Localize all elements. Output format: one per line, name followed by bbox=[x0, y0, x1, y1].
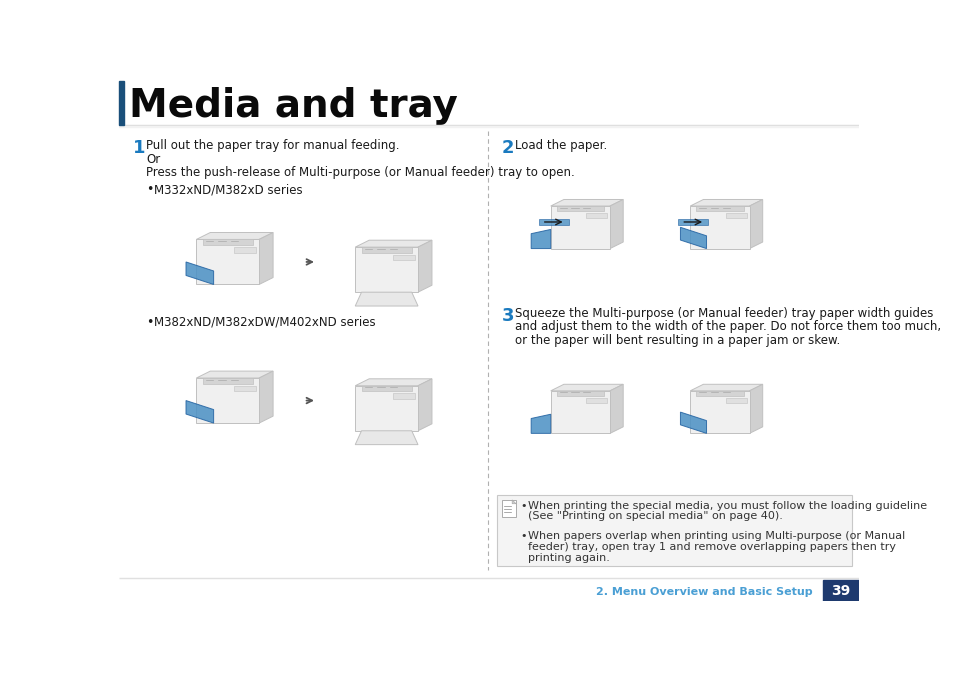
Polygon shape bbox=[550, 200, 622, 206]
Text: When printing the special media, you must follow the loading guideline: When printing the special media, you mus… bbox=[528, 501, 926, 511]
Bar bbox=[696, 391, 742, 396]
Bar bbox=[393, 394, 415, 399]
Bar bbox=[822, 580, 858, 601]
Polygon shape bbox=[531, 414, 550, 433]
Polygon shape bbox=[531, 230, 550, 248]
Text: or the paper will bent resulting in a paper jam or skew.: or the paper will bent resulting in a pa… bbox=[515, 334, 840, 348]
Polygon shape bbox=[690, 200, 761, 206]
Polygon shape bbox=[355, 431, 417, 445]
Bar bbox=[361, 385, 412, 391]
Bar bbox=[355, 385, 417, 431]
Bar bbox=[119, 125, 858, 126]
Bar bbox=[725, 398, 746, 403]
Polygon shape bbox=[259, 232, 273, 284]
Text: (See "Printing on special media" on page 40).: (See "Printing on special media" on page… bbox=[528, 512, 782, 521]
Bar bbox=[586, 213, 606, 219]
Bar bbox=[725, 213, 746, 219]
Bar bbox=[233, 247, 255, 252]
Polygon shape bbox=[609, 384, 622, 433]
Polygon shape bbox=[259, 371, 273, 423]
Bar bbox=[355, 247, 417, 292]
Text: •: • bbox=[520, 531, 527, 541]
Text: and adjust them to the width of the paper. Do not force them too much,: and adjust them to the width of the pape… bbox=[515, 321, 941, 333]
Bar bbox=[119, 126, 858, 127]
Bar bbox=[233, 385, 255, 391]
Text: M332xND/M382xD series: M332xND/M382xD series bbox=[154, 184, 302, 196]
Text: Squeeze the Multi-purpose (or Manual feeder) tray paper width guides: Squeeze the Multi-purpose (or Manual fee… bbox=[515, 306, 933, 319]
Bar bbox=[501, 500, 516, 517]
Text: printing again.: printing again. bbox=[528, 553, 610, 563]
Text: Media and tray: Media and tray bbox=[129, 87, 456, 125]
Text: Load the paper.: Load the paper. bbox=[515, 139, 607, 152]
Polygon shape bbox=[186, 400, 213, 423]
Polygon shape bbox=[355, 292, 417, 306]
Bar bbox=[497, 495, 852, 566]
Polygon shape bbox=[690, 384, 761, 391]
Polygon shape bbox=[186, 262, 213, 284]
Bar bbox=[550, 206, 609, 248]
Bar bbox=[361, 247, 412, 252]
Text: 1: 1 bbox=[133, 139, 146, 157]
Bar bbox=[586, 398, 606, 403]
Bar bbox=[196, 378, 259, 423]
Polygon shape bbox=[417, 240, 432, 292]
Text: 2. Menu Overview and Basic Setup: 2. Menu Overview and Basic Setup bbox=[596, 587, 812, 597]
Polygon shape bbox=[512, 500, 516, 504]
Polygon shape bbox=[749, 200, 761, 248]
Polygon shape bbox=[550, 384, 622, 391]
Bar bbox=[557, 391, 603, 396]
Text: 3: 3 bbox=[501, 306, 514, 325]
Polygon shape bbox=[679, 412, 706, 433]
Polygon shape bbox=[679, 227, 706, 248]
Text: 2: 2 bbox=[501, 139, 514, 157]
Polygon shape bbox=[196, 232, 273, 240]
Polygon shape bbox=[538, 219, 568, 225]
Polygon shape bbox=[609, 200, 622, 248]
Text: Or: Or bbox=[146, 153, 160, 165]
Bar bbox=[690, 391, 749, 433]
Bar bbox=[696, 206, 742, 211]
Text: •: • bbox=[146, 184, 153, 196]
Polygon shape bbox=[417, 379, 432, 431]
Bar bbox=[202, 378, 253, 383]
Text: •: • bbox=[146, 316, 153, 329]
Bar bbox=[550, 391, 609, 433]
Text: •: • bbox=[520, 501, 527, 511]
Polygon shape bbox=[196, 371, 273, 378]
Text: Pull out the paper tray for manual feeding.: Pull out the paper tray for manual feedi… bbox=[146, 139, 399, 152]
Text: feeder) tray, open tray 1 and remove overlapping papers then try: feeder) tray, open tray 1 and remove ove… bbox=[528, 542, 896, 552]
Text: When papers overlap when printing using Multi-purpose (or Manual: When papers overlap when printing using … bbox=[528, 531, 904, 541]
Polygon shape bbox=[678, 219, 707, 225]
Polygon shape bbox=[355, 240, 432, 247]
Bar bbox=[557, 206, 603, 211]
Bar bbox=[690, 206, 749, 248]
Bar bbox=[119, 81, 124, 125]
Text: M382xND/M382xDW/M402xND series: M382xND/M382xDW/M402xND series bbox=[154, 316, 375, 329]
Text: 39: 39 bbox=[830, 584, 849, 598]
Polygon shape bbox=[355, 379, 432, 385]
Bar bbox=[393, 254, 415, 261]
Bar bbox=[196, 240, 259, 284]
Bar bbox=[202, 240, 253, 245]
Text: Press the push-release of Multi-purpose (or Manual feeder) tray to open.: Press the push-release of Multi-purpose … bbox=[146, 167, 575, 180]
Polygon shape bbox=[749, 384, 761, 433]
